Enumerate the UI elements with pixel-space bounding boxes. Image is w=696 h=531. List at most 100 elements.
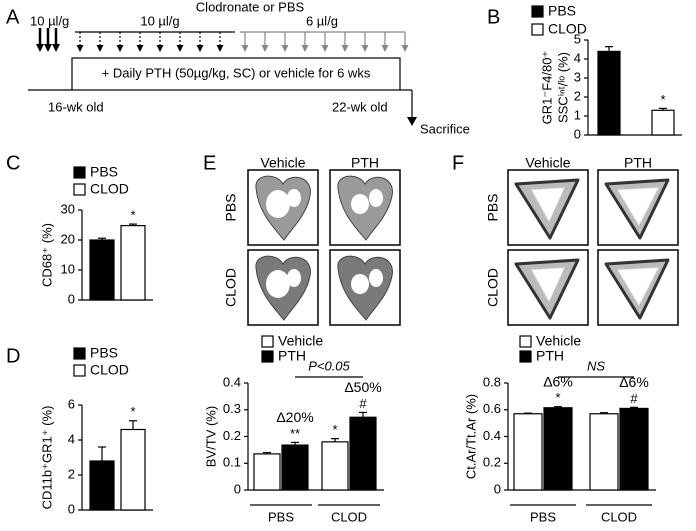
marrow [287, 189, 301, 207]
legend-label: PBS [90, 164, 118, 180]
legend-swatch [73, 347, 86, 360]
legend-swatch [73, 166, 86, 179]
y-axis-label: Ct.Ar/Tt.Ar (%) [463, 394, 478, 479]
bar [619, 407, 649, 491]
bar [597, 50, 621, 136]
bar [543, 407, 573, 491]
legend-swatch [261, 335, 274, 348]
legend-swatch [519, 335, 532, 348]
significance: ** [290, 426, 300, 441]
y-tick-label: 0 [68, 501, 75, 516]
bracket-label: NS [587, 358, 605, 373]
legend-label: PTH [278, 348, 306, 364]
row-label: PBS [485, 193, 501, 221]
legend-label: CLOD [548, 21, 587, 37]
medulla [531, 267, 565, 302]
panel-label: B [487, 6, 500, 28]
bar [513, 413, 543, 491]
medulla [531, 187, 565, 222]
y-tick-label: 4 [68, 431, 75, 446]
arrow-head [96, 45, 104, 52]
arrow-head [52, 44, 60, 52]
x-tick-label: PBS [268, 509, 294, 524]
bar [89, 460, 115, 511]
y-axis-label: GR1⁻F4/80⁺ [539, 51, 554, 125]
bar [589, 413, 619, 491]
y-tick-label: 2 [68, 466, 75, 481]
y-tick-label: 0 [494, 481, 501, 496]
legend-swatch [73, 183, 86, 196]
dose-label: 10 µl/g [30, 13, 69, 28]
y-tick-label: 3 [574, 69, 581, 84]
bracket-label: P<0.05 [308, 358, 350, 373]
change-label: Δ6% [543, 373, 573, 389]
marrow [369, 189, 383, 207]
x-tick-label: CLOD [331, 509, 367, 524]
bar [321, 441, 349, 491]
arrow-head [136, 45, 144, 52]
legend-label: Vehicle [278, 333, 323, 349]
bar [253, 453, 281, 491]
panel-label: E [203, 152, 216, 174]
change-label: Δ20% [276, 409, 313, 425]
y-tick-label: 10 [61, 261, 75, 276]
y-axis-label: SSCⁱⁿᵗ/ˡᵒ (%) [555, 52, 570, 123]
dose-label: 10 µl/g [140, 13, 179, 28]
arrow-head [321, 45, 329, 52]
y-tick-label: 30 [61, 201, 75, 216]
column-label: Vehicle [525, 155, 570, 171]
arrow-head [156, 45, 164, 52]
y-tick-label: 6 [68, 396, 75, 411]
arrow-head [407, 117, 417, 126]
arrow-head [196, 45, 204, 52]
legend-label: PBS [90, 345, 118, 361]
treatment-box [71, 57, 401, 91]
legend-swatch [261, 350, 274, 363]
y-tick-label: 0.2 [223, 428, 241, 443]
marrow [351, 194, 369, 214]
significance: * [130, 404, 135, 419]
significance: * [555, 390, 560, 405]
arrow-head [176, 45, 184, 52]
column-label: Vehicle [260, 155, 305, 171]
x-tick-label: CLOD [601, 509, 637, 524]
legend-label: PBS [548, 3, 576, 19]
x-tick-label: PBS [530, 509, 556, 524]
marrow [266, 270, 290, 298]
marrow [369, 269, 383, 287]
legend-swatch [519, 350, 532, 363]
arrow-head [301, 45, 309, 52]
y-tick-label: 0 [234, 481, 241, 496]
change-label: Δ50% [344, 379, 381, 395]
significance: * [660, 92, 665, 107]
bar [281, 444, 309, 491]
legend-label: PTH [536, 348, 564, 364]
significance: # [359, 396, 367, 411]
y-tick-label: 0.1 [223, 455, 241, 470]
arrow-head [281, 45, 289, 52]
outcome-label: Sacrifice [420, 121, 470, 136]
y-tick-label: 0.4 [223, 374, 241, 389]
significance: * [332, 422, 337, 437]
change-label: Δ6% [619, 374, 649, 390]
panel-label: A [6, 6, 20, 28]
row-label: PBS [223, 193, 239, 221]
significance: * [130, 208, 135, 223]
legend-swatch [531, 5, 544, 18]
bar [349, 416, 377, 491]
y-tick-label: 1 [574, 107, 581, 122]
arrow-head [36, 44, 44, 52]
bar [120, 225, 146, 301]
arrow-head [361, 45, 369, 52]
significance: # [630, 391, 638, 406]
legend-swatch [531, 23, 544, 36]
arrow-head [76, 45, 84, 52]
y-axis-label: BV/TV (%) [203, 406, 218, 467]
panel-label: C [6, 152, 20, 174]
arrow-head [116, 45, 124, 52]
bar [89, 239, 115, 301]
panel-label: F [452, 152, 464, 174]
arrow-head [241, 45, 249, 52]
legend-label: CLOD [90, 362, 129, 378]
